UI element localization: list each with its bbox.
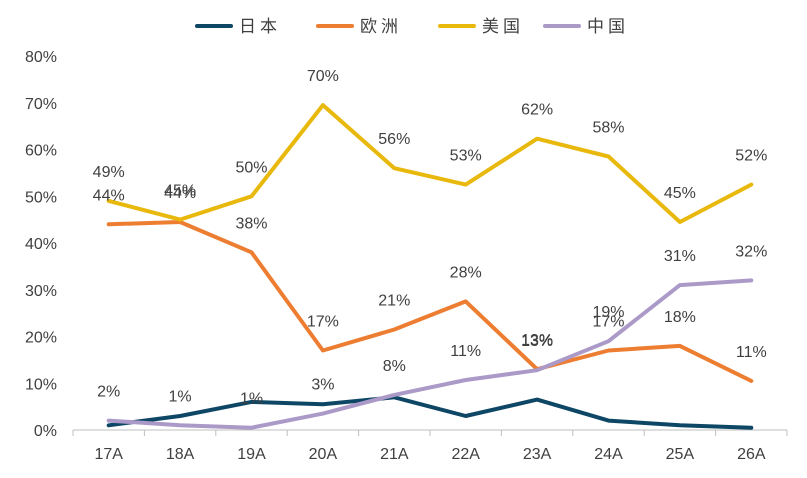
legend-label: 中国 — [587, 17, 629, 36]
y-axis: 0% 10% 20% 30% 40% 50% 60% 70% 80% — [25, 49, 57, 440]
data-label: 45% — [164, 183, 196, 200]
series-line-中国 — [106, 278, 754, 430]
x-tick-label: 18A — [166, 446, 195, 463]
legend-label: 美国 — [482, 17, 524, 36]
data-labels: 44% 44% 38% 17% 21% 28% 13% 17% 18% 11% 49% 45% 50% 7… — [93, 68, 768, 408]
legend-label: 日本 — [239, 17, 281, 36]
data-label: 32% — [735, 243, 767, 260]
series-lines — [106, 103, 754, 430]
data-label: 13% — [521, 332, 553, 349]
series-line-欧洲 — [106, 220, 754, 383]
x-tick-label: 17A — [94, 446, 123, 463]
data-label: 50% — [235, 159, 267, 176]
x-axis: 17A 18A 19A 20A 21A 22A 23A 24A 25A 26A — [72, 429, 788, 463]
y-tick-label: 80% — [25, 49, 57, 66]
legend: 日本 欧洲 美国 中国 — [195, 17, 629, 36]
y-tick-label: 30% — [25, 283, 57, 300]
x-tick-label: 21A — [380, 446, 409, 463]
y-tick-label: 70% — [25, 96, 57, 113]
data-label: 45% — [664, 185, 696, 202]
data-label: 70% — [307, 68, 339, 85]
data-label: 3% — [311, 377, 334, 394]
data-label: 62% — [521, 102, 553, 119]
data-label: 52% — [735, 148, 767, 165]
data-label: 58% — [592, 120, 624, 137]
y-tick-label: 50% — [25, 189, 57, 206]
x-tick-label: 25A — [666, 446, 695, 463]
y-tick-label: 20% — [25, 330, 57, 347]
x-tick-label: 24A — [594, 446, 623, 463]
data-label: 31% — [664, 248, 696, 265]
data-label: 2% — [97, 384, 120, 401]
data-label: 21% — [378, 292, 410, 309]
data-label: 28% — [450, 264, 482, 281]
y-tick-label: 0% — [34, 423, 57, 440]
legend-label: 欧洲 — [360, 17, 402, 36]
data-label: 11% — [450, 343, 481, 360]
x-tick-label: 22A — [451, 446, 480, 463]
data-label: 56% — [378, 131, 410, 148]
data-label: 13% — [521, 333, 553, 350]
data-label: 11% — [736, 344, 767, 361]
y-tick-label: 60% — [25, 143, 57, 160]
y-tick-label: 40% — [25, 236, 57, 253]
data-label: 53% — [450, 148, 482, 165]
series-line-日本 — [106, 395, 754, 430]
data-label: 44% — [93, 187, 125, 204]
x-tick-label: 23A — [523, 446, 552, 463]
data-label: 18% — [664, 309, 696, 326]
data-label: 38% — [235, 215, 267, 232]
data-label: 19% — [592, 304, 624, 321]
data-label: 1% — [240, 391, 263, 408]
y-tick-label: 10% — [25, 376, 57, 393]
x-tick-label: 19A — [237, 446, 266, 463]
series-line-美国 — [106, 103, 754, 224]
data-label: 17% — [592, 314, 624, 331]
x-tick-label: 26A — [737, 446, 766, 463]
data-label: 8% — [383, 358, 406, 375]
data-label: 1% — [169, 388, 192, 405]
data-label: 17% — [307, 314, 339, 331]
x-tick-label: 20A — [309, 446, 338, 463]
data-label: 49% — [93, 164, 125, 181]
data-label: 44% — [164, 185, 196, 202]
